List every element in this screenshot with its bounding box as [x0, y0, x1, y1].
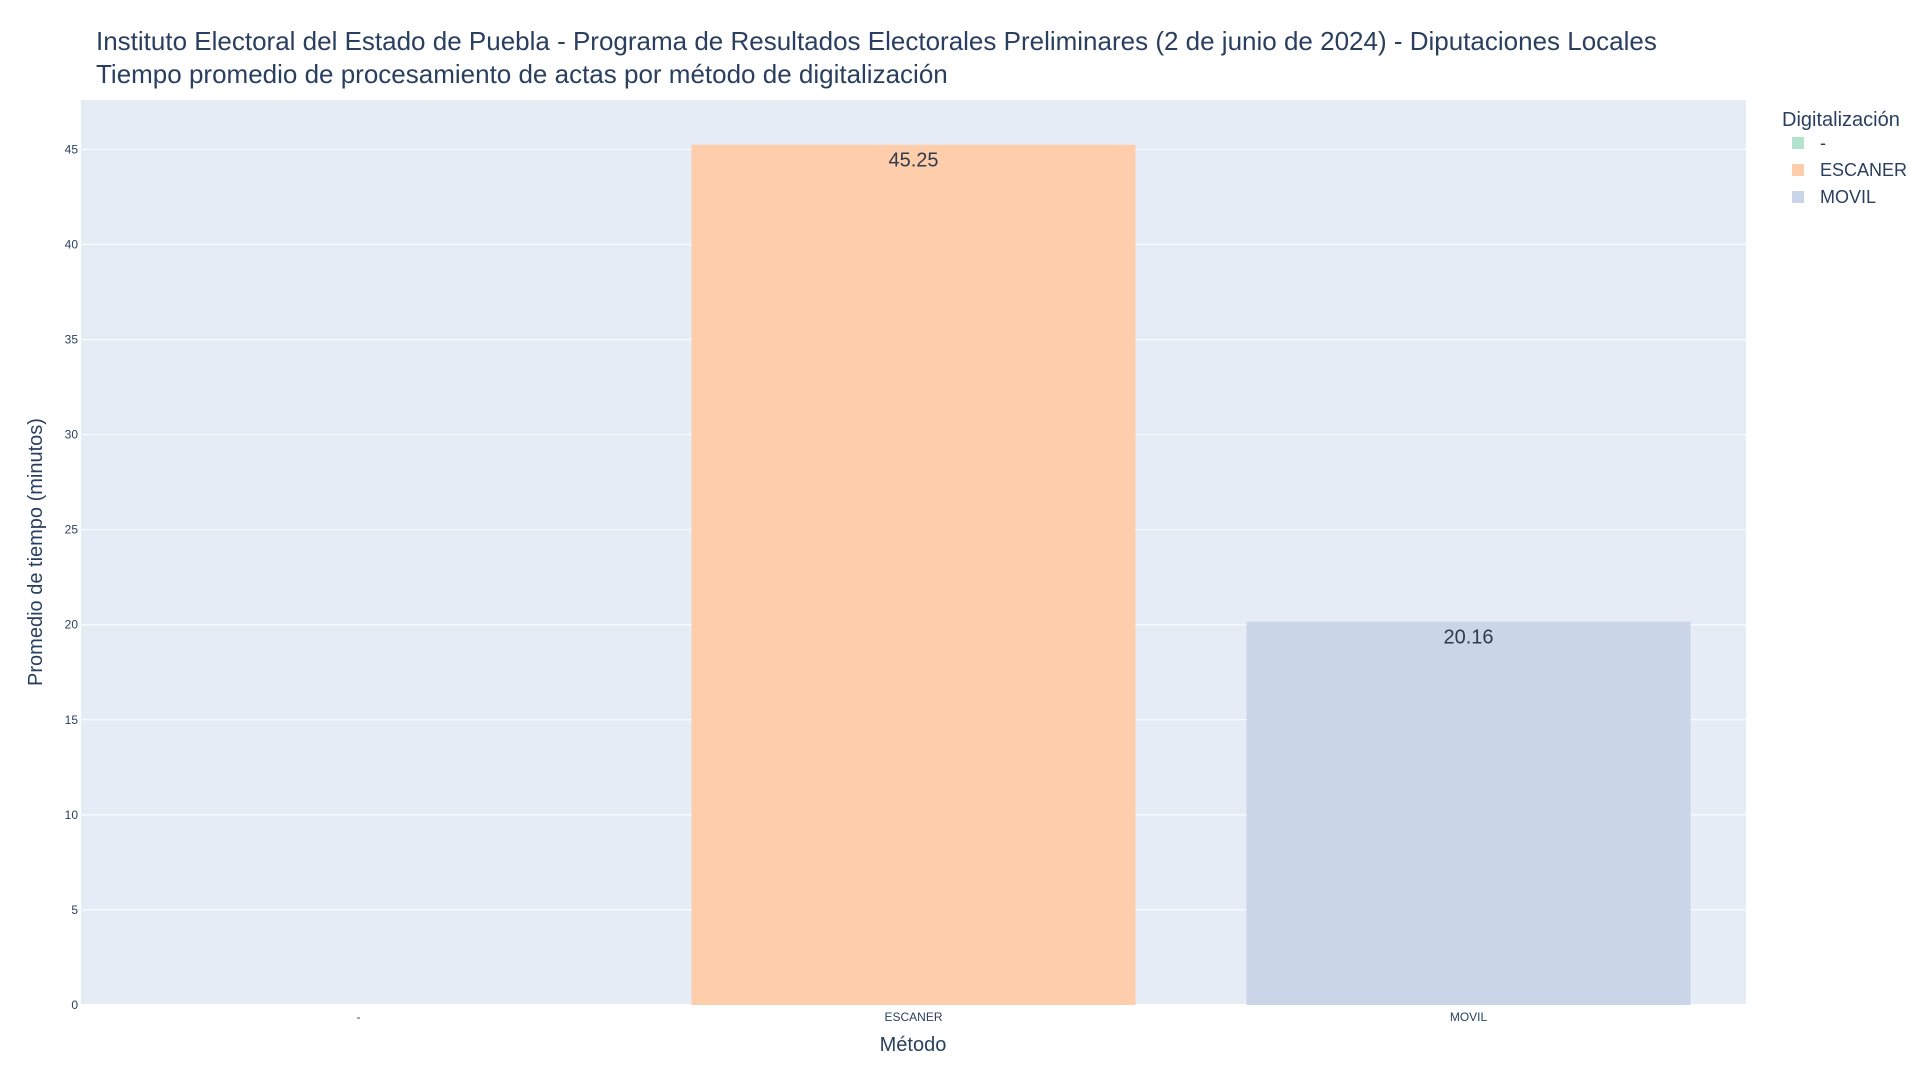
legend-items: - ESCANER MOVIL	[1792, 133, 1907, 207]
legend-swatch	[1792, 191, 1804, 203]
bar-value-label: 20.16	[1443, 627, 1493, 649]
y-tick-label: 15	[65, 713, 79, 727]
legend-swatch	[1792, 137, 1804, 149]
y-tick-label: 40	[65, 237, 79, 251]
y-tick-label: 35	[65, 333, 79, 347]
x-tick-label: MOVIL	[1450, 1010, 1488, 1024]
y-tick-label: 30	[65, 428, 79, 442]
chart-title: Instituto Electoral del Estado de Puebla…	[96, 26, 1657, 56]
legend-label: -	[1820, 133, 1826, 153]
legend-title: Digitalización	[1782, 109, 1900, 131]
chart-subtitle: Tiempo promedio de procesamiento de acta…	[96, 59, 948, 89]
bar-value-labels: 45.25 20.16	[888, 150, 1493, 649]
legend-label: ESCANER	[1820, 160, 1907, 180]
x-tick-label: ESCANER	[884, 1010, 942, 1024]
y-tick-label: 5	[71, 903, 78, 917]
bar-escaner	[691, 144, 1136, 1005]
bar-movil	[1246, 621, 1691, 1005]
x-axis-title: Método	[880, 1034, 947, 1056]
y-tick-labels: 0 5 10 15 20 25 30 35 40 45	[65, 142, 79, 1012]
x-tick-labels: - ESCANER MOVIL	[357, 1010, 1488, 1024]
x-tick-label: -	[357, 1010, 361, 1024]
y-tick-label: 10	[65, 808, 79, 822]
bars	[691, 144, 1691, 1005]
y-tick-label: 45	[65, 142, 79, 156]
y-axis-title: Promedio de tiempo (minutos)	[25, 418, 47, 686]
legend-label: MOVIL	[1820, 187, 1876, 207]
y-tick-label: 20	[65, 618, 79, 632]
legend-swatch	[1792, 164, 1804, 176]
bar-value-label: 45.25	[888, 150, 938, 172]
y-tick-label: 0	[71, 998, 78, 1012]
y-tick-label: 25	[65, 523, 79, 537]
legend: Digitalización - ESCANER MOVIL	[1782, 109, 1907, 207]
